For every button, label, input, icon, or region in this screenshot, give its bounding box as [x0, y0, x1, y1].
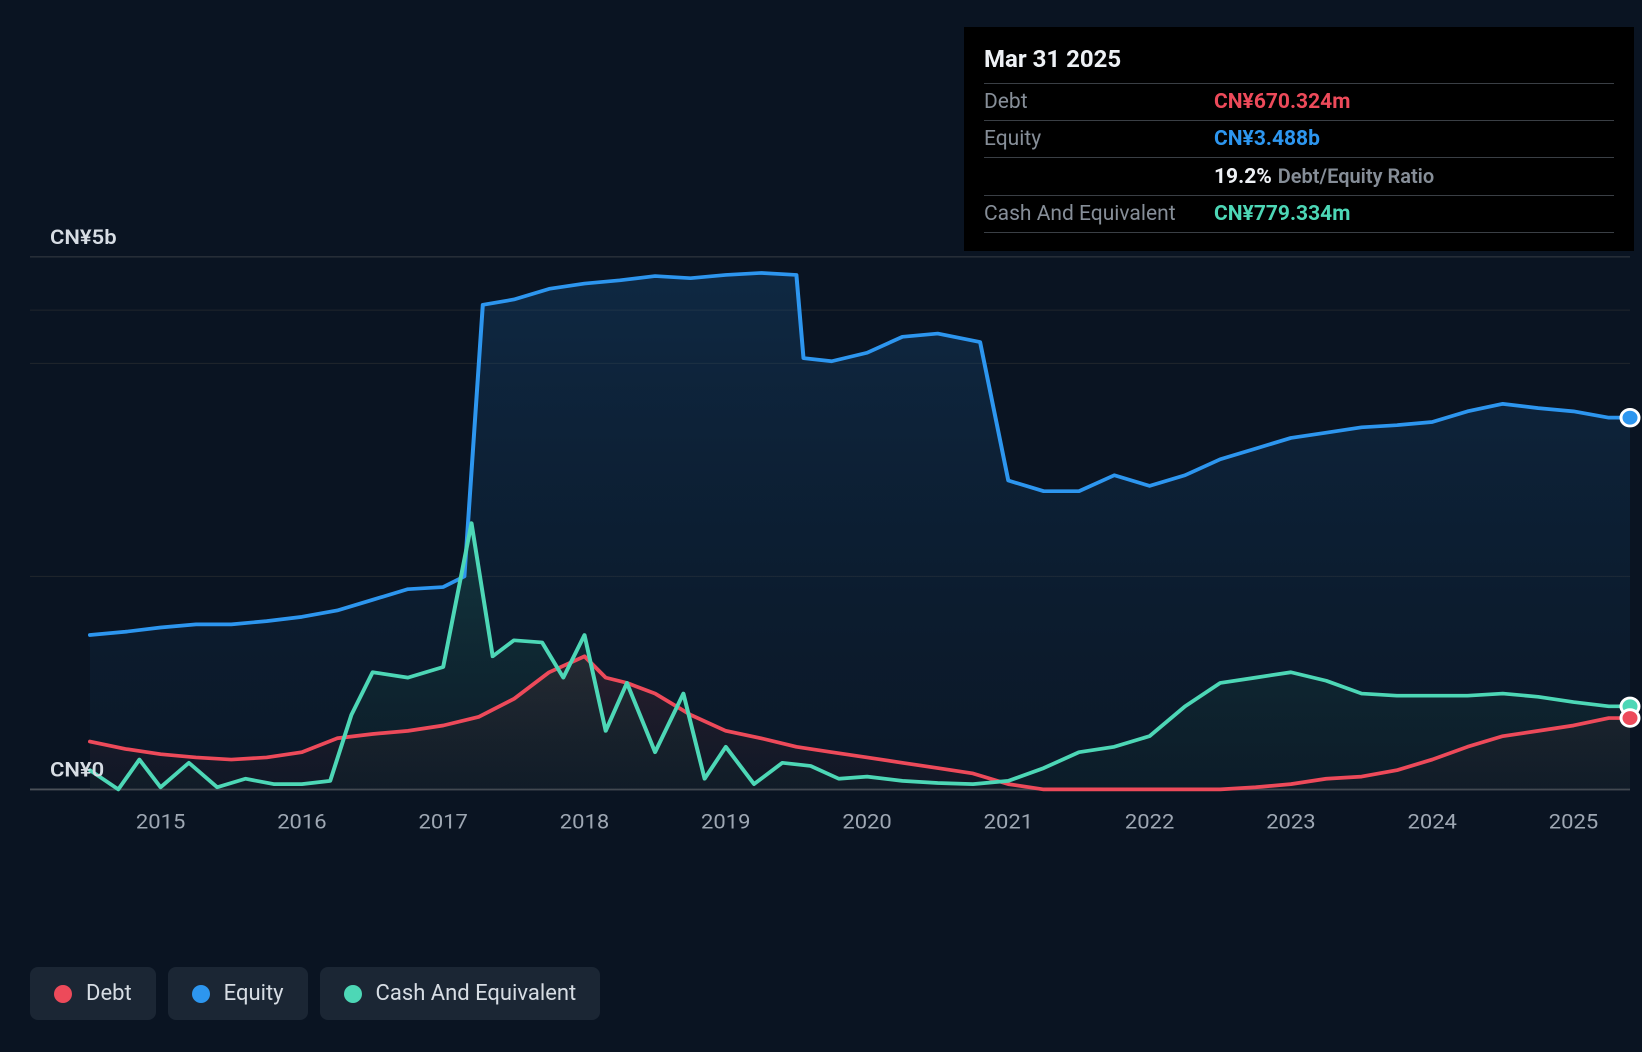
legend-label: Cash And Equivalent [376, 981, 577, 1006]
svg-text:2021: 2021 [984, 810, 1033, 834]
svg-text:2016: 2016 [277, 810, 326, 834]
legend-dot-icon [54, 985, 72, 1003]
legend-item[interactable]: Debt [30, 967, 156, 1020]
legend-dot-icon [192, 985, 210, 1003]
chart-legend: Debt Equity Cash And Equivalent [30, 967, 600, 1020]
tooltip-row: DebtCN¥670.324m [984, 83, 1614, 120]
tooltip-row: Cash And EquivalentCN¥779.334m [984, 195, 1614, 233]
tooltip-row-value: 19.2% [1214, 165, 1272, 189]
tooltip-row-label: Equity [984, 127, 1214, 151]
legend-dot-icon [344, 985, 362, 1003]
chart-tooltip: Mar 31 2025 DebtCN¥670.324mEquityCN¥3.48… [964, 27, 1634, 251]
tooltip-row-value: CN¥779.334m [1214, 202, 1350, 226]
svg-text:2025: 2025 [1549, 810, 1599, 834]
tooltip-row-label: Cash And Equivalent [984, 202, 1214, 226]
svg-text:2019: 2019 [701, 810, 750, 834]
tooltip-row: 19.2% Debt/Equity Ratio [984, 157, 1614, 195]
svg-text:2020: 2020 [842, 810, 891, 834]
svg-text:2023: 2023 [1266, 810, 1315, 834]
svg-text:2017: 2017 [418, 810, 467, 834]
svg-text:CN¥0: CN¥0 [50, 758, 104, 782]
legend-item[interactable]: Equity [168, 967, 308, 1020]
tooltip-row: EquityCN¥3.488b [984, 120, 1614, 157]
svg-text:2022: 2022 [1125, 810, 1175, 834]
chart-container: CN¥0 CN¥5b 2015 2016 2017 2018 2019 2020 2021 202… [0, 0, 1642, 1052]
tooltip-row-suffix: Debt/Equity Ratio [1278, 164, 1434, 188]
tooltip-row-value: CN¥3.488b [1214, 127, 1320, 151]
svg-text:2024: 2024 [1407, 810, 1457, 834]
svg-text:2018: 2018 [560, 810, 609, 834]
legend-label: Debt [86, 981, 132, 1006]
tooltip-row-label: Debt [984, 90, 1214, 114]
svg-text:CN¥5b: CN¥5b [50, 226, 117, 250]
tooltip-row-value: CN¥670.324m [1214, 90, 1350, 114]
svg-text:2015: 2015 [136, 810, 186, 834]
legend-item[interactable]: Cash And Equivalent [320, 967, 601, 1020]
legend-label: Equity [224, 981, 284, 1006]
tooltip-title: Mar 31 2025 [984, 45, 1614, 73]
